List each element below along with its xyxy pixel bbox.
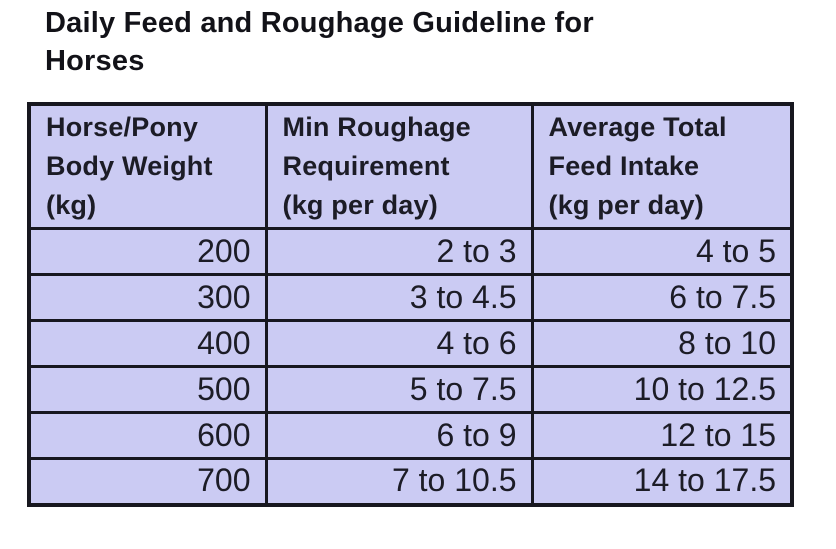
cell-total-feed-intake: 12 to 15 [530, 411, 794, 460]
cell-body-weight: 200 [27, 227, 268, 276]
cell-min-roughage: 4 to 6 [264, 319, 534, 368]
cell-total-feed-intake: 14 to 17.5 [530, 457, 794, 506]
table-row: 400 4 to 6 8 to 10 [27, 319, 794, 368]
page-title: Daily Feed and Roughage Guideline for Ho… [45, 7, 594, 77]
cell-min-roughage: 2 to 3 [264, 227, 534, 276]
cell-total-feed-intake: 6 to 7.5 [530, 273, 794, 322]
cell-total-feed-intake: 8 to 10 [530, 319, 794, 368]
cell-body-weight: 600 [27, 411, 268, 460]
feed-guideline-table: Horse/Pony Body Weight (kg) Min Roughage… [27, 102, 794, 507]
col-header-body-weight: Horse/Pony Body Weight (kg) [27, 102, 268, 230]
table-header-row: Horse/Pony Body Weight (kg) Min Roughage… [27, 102, 794, 230]
cell-body-weight: 500 [27, 365, 268, 414]
table-row: 200 2 to 3 4 to 5 [27, 227, 794, 276]
col-header-min-roughage: Min Roughage Requirement (kg per day) [264, 102, 534, 230]
col-header-total-feed-intake: Average Total Feed Intake (kg per day) [530, 102, 794, 230]
cell-body-weight: 400 [27, 319, 268, 368]
cell-total-feed-intake: 4 to 5 [530, 227, 794, 276]
table-row: 600 6 to 9 12 to 15 [27, 411, 794, 460]
table-row: 300 3 to 4.5 6 to 7.5 [27, 273, 794, 322]
cell-body-weight: 300 [27, 273, 268, 322]
cell-body-weight: 700 [27, 457, 268, 506]
cell-total-feed-intake: 10 to 12.5 [530, 365, 794, 414]
table-row: 500 5 to 7.5 10 to 12.5 [27, 365, 794, 414]
cell-min-roughage: 5 to 7.5 [264, 365, 534, 414]
cell-min-roughage: 7 to 10.5 [264, 457, 534, 506]
table-row: 700 7 to 10.5 14 to 17.5 [27, 457, 794, 506]
cell-min-roughage: 6 to 9 [264, 411, 534, 460]
cell-min-roughage: 3 to 4.5 [264, 273, 534, 322]
